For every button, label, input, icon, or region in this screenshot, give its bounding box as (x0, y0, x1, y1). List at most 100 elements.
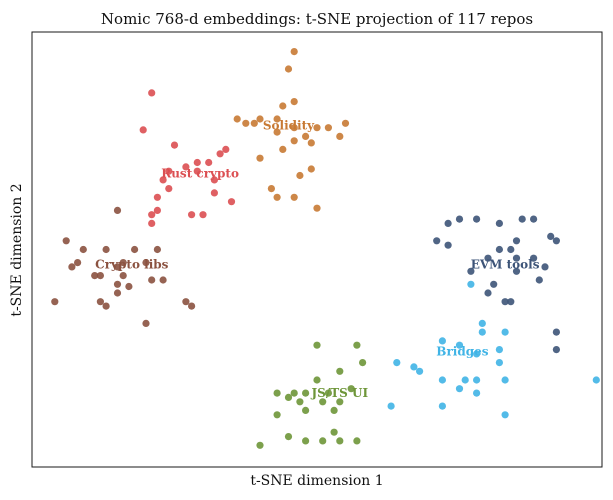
point-bridges-4 (438, 337, 446, 345)
point-crypto-libs-18 (159, 276, 167, 284)
point-rust-crypto-1 (139, 126, 147, 134)
point-rust-crypto-4 (216, 150, 224, 158)
point-solidity-11 (302, 132, 310, 140)
point-rust-crypto-0 (148, 89, 156, 97)
series-rust-crypto (139, 89, 236, 227)
point-crypto-libs-15 (91, 272, 99, 280)
point-crypto-libs-16 (96, 272, 104, 280)
point-solidity-14 (324, 124, 332, 132)
point-js-ts-ui-9 (273, 389, 281, 397)
point-js-ts-ui-18 (302, 437, 310, 445)
series-bridges (387, 280, 600, 419)
point-crypto-libs-24 (188, 302, 196, 310)
point-rust-crypto-9 (210, 176, 218, 184)
cluster-label-evm-tools: EVM tools (471, 258, 540, 272)
point-solidity-7 (233, 115, 241, 123)
point-bridges-15 (501, 376, 509, 384)
point-crypto-libs-22 (142, 319, 150, 327)
point-rust-crypto-20 (210, 189, 218, 197)
point-solidity-15 (341, 119, 350, 127)
point-crypto-libs-14 (125, 282, 133, 291)
point-evm-tools-2 (473, 215, 481, 223)
point-js-ts-ui-3 (336, 367, 344, 375)
point-bridges-8 (495, 359, 503, 367)
point-solidity-12 (273, 128, 281, 136)
point-rust-crypto-14 (153, 206, 161, 214)
point-js-ts-ui-20 (336, 437, 344, 445)
cluster-label-bridges: Bridges (436, 345, 488, 359)
point-evm-tools-20 (490, 280, 498, 288)
series-solidity (233, 48, 350, 212)
point-crypto-libs-9 (119, 259, 127, 267)
point-crypto-libs-11 (119, 272, 127, 280)
point-evm-tools-5 (530, 215, 538, 223)
point-rust-crypto-6 (205, 158, 213, 167)
point-bridges-0 (467, 280, 475, 288)
point-evm-tools-21 (507, 298, 515, 306)
point-solidity-17 (307, 139, 315, 147)
point-evm-tools-24 (552, 328, 561, 336)
plot-area (31, 31, 603, 468)
point-solidity-5 (256, 115, 264, 123)
point-js-ts-ui-7 (302, 389, 310, 397)
point-js-ts-ui-0 (313, 341, 321, 349)
point-rust-crypto-5 (222, 145, 230, 153)
point-crypto-libs-7 (153, 245, 161, 254)
point-bridges-17 (455, 385, 464, 393)
point-crypto-libs-20 (102, 302, 110, 310)
point-evm-tools-12 (507, 245, 515, 254)
point-rust-crypto-18 (188, 211, 196, 219)
point-bridges-6 (473, 350, 481, 358)
y-axis-label: t-SNE dimension 2 (9, 183, 25, 316)
point-solidity-21 (296, 171, 304, 180)
point-bridges-16 (592, 376, 600, 384)
point-js-ts-ui-2 (359, 359, 367, 367)
point-evm-tools-8 (512, 237, 521, 245)
point-js-ts-ui-11 (296, 398, 304, 406)
point-bridges-20 (438, 402, 446, 410)
series-js-ts-ui (256, 341, 367, 449)
point-js-ts-ui-12 (319, 398, 327, 406)
point-solidity-23 (290, 193, 298, 201)
point-evm-tools-7 (552, 237, 561, 245)
x-axis-label: t-SNE dimension 1 (250, 473, 383, 489)
point-rust-crypto-3 (193, 158, 201, 167)
point-bridges-21 (501, 411, 509, 419)
point-rust-crypto-19 (227, 198, 236, 206)
point-rust-crypto-16 (148, 219, 156, 227)
series-crypto-libs (51, 206, 196, 327)
point-evm-tools-19 (535, 276, 543, 284)
point-rust-crypto-13 (153, 193, 161, 201)
point-evm-tools-0 (444, 219, 452, 227)
point-js-ts-ui-13 (336, 398, 344, 406)
point-solidity-3 (279, 102, 287, 110)
point-evm-tools-15 (530, 254, 538, 262)
series-evm-tools (433, 215, 561, 354)
point-bridges-3 (501, 328, 509, 336)
point-solidity-19 (256, 154, 264, 162)
point-rust-crypto-8 (193, 167, 201, 175)
point-solidity-8 (250, 119, 258, 127)
point-bridges-10 (410, 363, 418, 371)
point-rust-crypto-15 (148, 211, 156, 219)
point-solidity-25 (313, 204, 321, 212)
point-evm-tools-22 (501, 298, 509, 306)
point-solidity-10 (290, 124, 298, 132)
point-solidity-13 (290, 137, 298, 145)
point-solidity-6 (242, 119, 250, 127)
point-crypto-libs-3 (74, 259, 82, 267)
point-evm-tools-11 (495, 245, 503, 254)
point-bridges-9 (393, 359, 401, 367)
point-bridges-13 (461, 376, 469, 384)
point-rust-crypto-17 (199, 211, 207, 219)
point-rust-crypto-2 (170, 141, 179, 149)
point-bridges-7 (495, 346, 503, 354)
point-evm-tools-25 (552, 346, 561, 354)
point-solidity-2 (290, 98, 298, 106)
point-crypto-libs-5 (102, 245, 110, 254)
point-evm-tools-13 (484, 254, 492, 262)
point-evm-tools-18 (512, 267, 521, 275)
point-solidity-22 (267, 185, 275, 193)
point-evm-tools-9 (433, 237, 441, 245)
point-js-ts-ui-15 (302, 406, 310, 414)
